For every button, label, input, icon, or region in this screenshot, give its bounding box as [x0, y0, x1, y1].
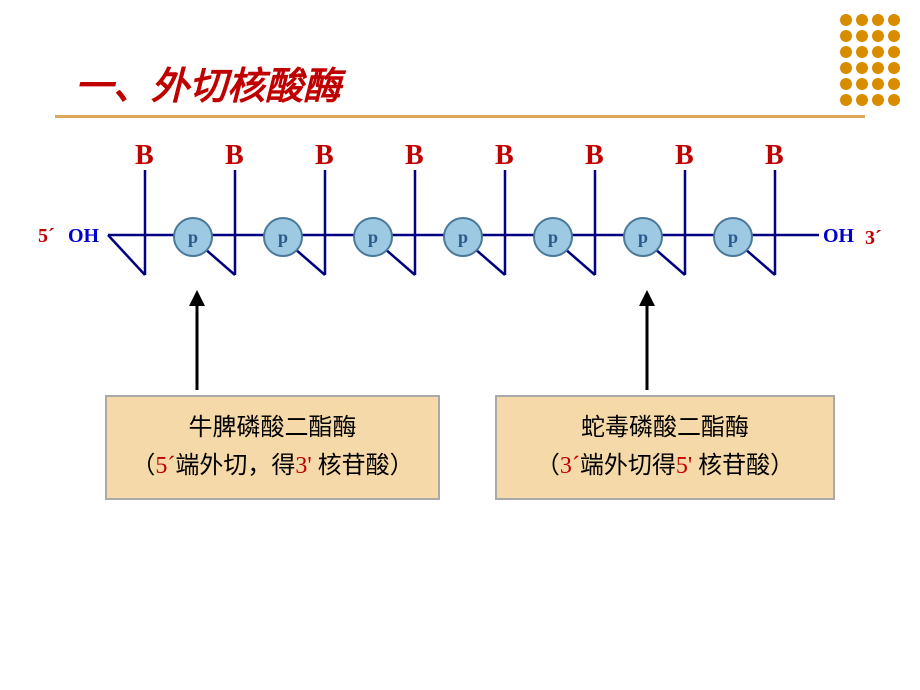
info-box-left: 牛脾磷酸二酯酶 （5´端外切，得3' 核苷酸）	[105, 395, 440, 500]
box-right-desc: （3´端外切得5' 核苷酸）	[515, 447, 815, 485]
box-right-title: 蛇毒磷酸二酯酶	[515, 409, 815, 447]
box-left-title: 牛脾磷酸二酯酶	[125, 409, 420, 447]
info-box-right: 蛇毒磷酸二酯酶 （3´端外切得5' 核苷酸）	[495, 395, 835, 500]
box-left-desc: （5´端外切，得3' 核苷酸）	[125, 447, 420, 485]
arrow-left	[0, 0, 920, 690]
